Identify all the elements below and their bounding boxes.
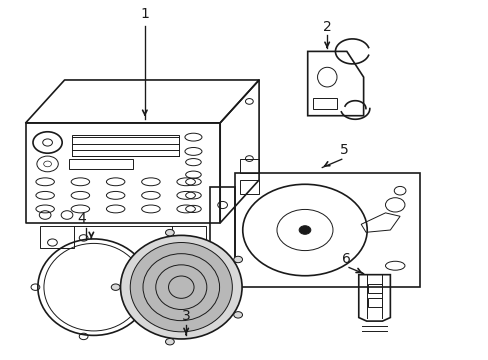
Text: 3: 3 [182,309,190,323]
Circle shape [233,256,242,263]
Bar [367,284,381,293]
Text: 4: 4 [77,212,86,226]
Bar [72,135,179,157]
Text: 2: 2 [322,19,331,33]
Ellipse shape [120,235,242,339]
Circle shape [165,338,174,345]
Bar [171,226,205,248]
Ellipse shape [130,243,232,332]
Bar [69,158,132,168]
Text: 5: 5 [339,144,348,157]
Bar [312,98,336,109]
Circle shape [299,226,310,234]
Bar [367,298,381,307]
Circle shape [233,312,242,318]
Text: 6: 6 [342,252,350,266]
Bar [40,226,74,248]
Text: 1: 1 [140,7,149,21]
Circle shape [165,229,174,236]
Circle shape [111,284,120,291]
Bar [234,173,419,287]
